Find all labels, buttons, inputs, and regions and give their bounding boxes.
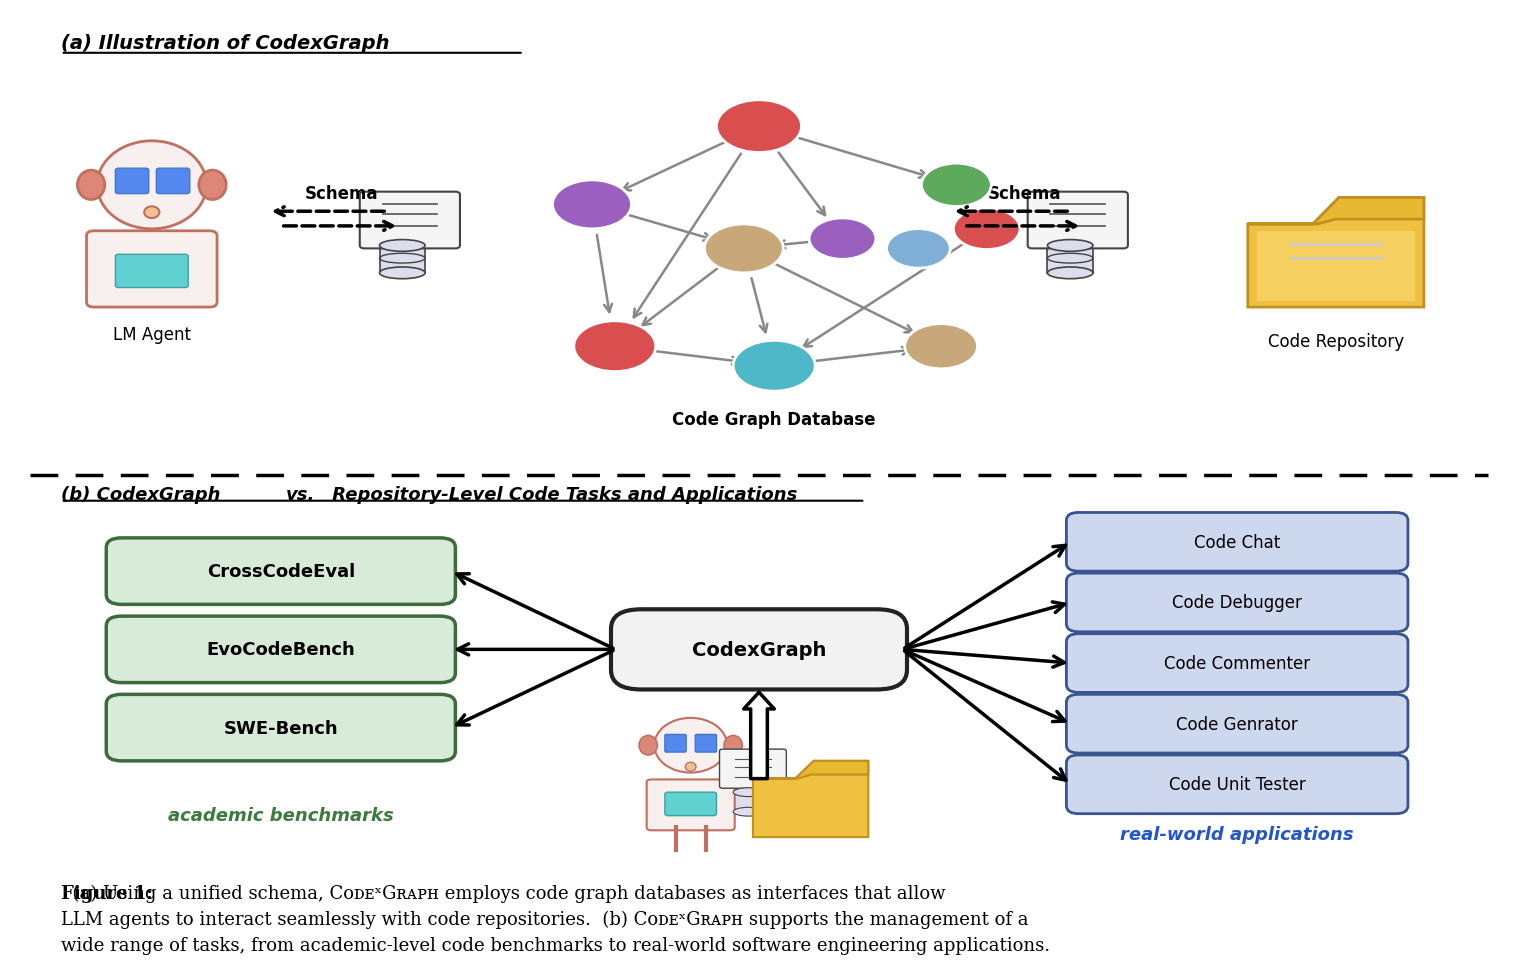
Ellipse shape xyxy=(654,718,727,773)
Text: Code Unit Tester: Code Unit Tester xyxy=(1169,776,1305,793)
Text: Code Commenter: Code Commenter xyxy=(1164,655,1310,672)
Ellipse shape xyxy=(380,240,425,252)
Ellipse shape xyxy=(686,762,697,772)
FancyBboxPatch shape xyxy=(1257,232,1415,302)
FancyBboxPatch shape xyxy=(665,792,716,816)
Ellipse shape xyxy=(1047,268,1093,279)
FancyBboxPatch shape xyxy=(1028,192,1128,249)
Ellipse shape xyxy=(553,181,631,230)
FancyBboxPatch shape xyxy=(665,735,686,752)
Ellipse shape xyxy=(639,736,657,755)
Ellipse shape xyxy=(724,736,742,755)
Ellipse shape xyxy=(77,171,105,200)
FancyBboxPatch shape xyxy=(695,735,716,752)
Bar xyxy=(733,792,764,812)
FancyBboxPatch shape xyxy=(87,232,217,308)
Text: Figure 1:: Figure 1: xyxy=(61,884,153,902)
Bar xyxy=(380,246,425,274)
Ellipse shape xyxy=(380,268,425,279)
Polygon shape xyxy=(753,761,868,779)
FancyBboxPatch shape xyxy=(115,255,188,288)
Text: Schema: Schema xyxy=(305,186,378,203)
FancyBboxPatch shape xyxy=(156,169,190,194)
Text: academic benchmarks: academic benchmarks xyxy=(168,806,393,824)
Text: EvoCodeBench: EvoCodeBench xyxy=(206,641,355,658)
Text: (a) Illustration of CodexGraph: (a) Illustration of CodexGraph xyxy=(61,34,389,53)
FancyBboxPatch shape xyxy=(647,780,735,830)
Text: vs.: vs. xyxy=(285,486,314,503)
FancyBboxPatch shape xyxy=(610,610,906,690)
Ellipse shape xyxy=(716,101,802,153)
Text: Schema: Schema xyxy=(988,186,1061,203)
Text: SWE-Bench: SWE-Bench xyxy=(223,719,339,737)
Text: CodexGraph: CodexGraph xyxy=(692,640,826,659)
FancyBboxPatch shape xyxy=(1066,513,1407,572)
Text: Repository-Level Code Tasks and Applications: Repository-Level Code Tasks and Applicat… xyxy=(326,486,798,503)
Ellipse shape xyxy=(733,807,764,817)
Polygon shape xyxy=(1248,198,1424,308)
Text: LM Agent: LM Agent xyxy=(112,325,191,343)
Ellipse shape xyxy=(809,219,876,260)
FancyBboxPatch shape xyxy=(1066,634,1407,693)
FancyBboxPatch shape xyxy=(106,695,455,761)
FancyBboxPatch shape xyxy=(1066,755,1407,814)
Ellipse shape xyxy=(1047,240,1093,252)
Text: Code Genrator: Code Genrator xyxy=(1176,715,1298,733)
Text: real-world applications: real-world applications xyxy=(1120,826,1354,843)
Ellipse shape xyxy=(574,321,656,372)
FancyBboxPatch shape xyxy=(1066,573,1407,632)
Text: Code Repository: Code Repository xyxy=(1268,332,1404,350)
Ellipse shape xyxy=(144,207,159,219)
Ellipse shape xyxy=(733,341,815,392)
Ellipse shape xyxy=(921,164,991,207)
Ellipse shape xyxy=(887,230,950,269)
Bar xyxy=(1047,246,1093,274)
Ellipse shape xyxy=(733,787,764,797)
Ellipse shape xyxy=(905,324,978,369)
FancyArrowPatch shape xyxy=(744,693,774,779)
FancyBboxPatch shape xyxy=(720,749,786,788)
FancyBboxPatch shape xyxy=(106,538,455,605)
FancyBboxPatch shape xyxy=(1066,695,1407,753)
Text: CrossCodeEval: CrossCodeEval xyxy=(206,563,355,580)
FancyBboxPatch shape xyxy=(360,192,460,249)
Polygon shape xyxy=(753,761,868,837)
Text: Code Chat: Code Chat xyxy=(1195,533,1280,551)
FancyBboxPatch shape xyxy=(106,616,455,683)
Ellipse shape xyxy=(704,225,783,274)
Text: (b) CodexGraph: (b) CodexGraph xyxy=(61,486,226,503)
FancyBboxPatch shape xyxy=(115,169,149,194)
Ellipse shape xyxy=(199,171,226,200)
Text: Code Graph Database: Code Graph Database xyxy=(672,410,876,428)
Polygon shape xyxy=(1248,198,1424,225)
Text: (a) Using a unified schema, CᴏᴅᴇˣGʀᴀᴘʜ employs code graph databases as interface: (a) Using a unified schema, CᴏᴅᴇˣGʀᴀᴘʜ e… xyxy=(61,884,1050,955)
Text: Code Debugger: Code Debugger xyxy=(1172,594,1302,612)
Ellipse shape xyxy=(97,142,206,230)
Ellipse shape xyxy=(953,209,1020,250)
